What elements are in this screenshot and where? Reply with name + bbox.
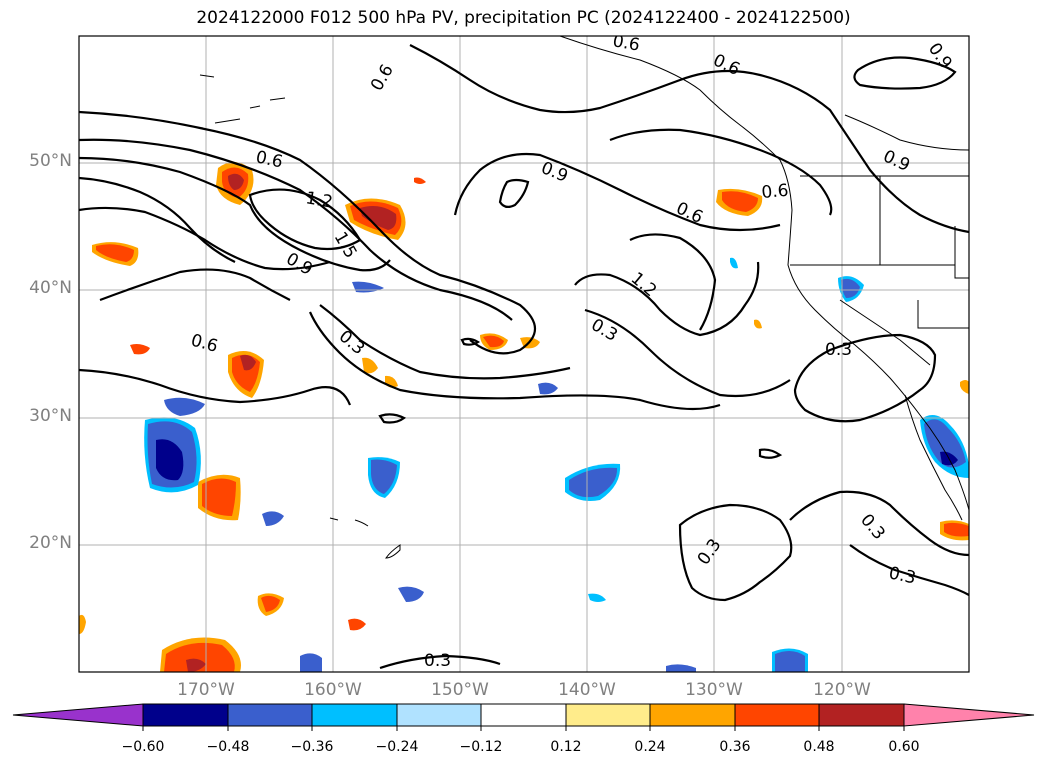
precip-blob bbox=[483, 335, 504, 348]
pv-contours bbox=[79, 44, 969, 670]
precip-blob bbox=[414, 177, 426, 184]
map-area: 0.6 1.2 1.5 0.9 0.3 0.9 0.6 1.2 0.3 0.6 … bbox=[79, 31, 969, 672]
lat-label: 40°N bbox=[29, 278, 72, 298]
lat-label: 20°N bbox=[29, 533, 72, 553]
colorbar-tick-label: 0.48 bbox=[803, 739, 835, 755]
colorbar-bin bbox=[818, 703, 905, 727]
contour-label: 0.3 bbox=[424, 651, 451, 671]
colorbar-tick-label: 0.36 bbox=[719, 739, 751, 755]
colorbar-bin bbox=[565, 703, 651, 727]
colorbar-extend-high bbox=[903, 703, 1035, 727]
precip-blob bbox=[398, 586, 424, 602]
colorbar-tick-label: −0.48 bbox=[206, 739, 250, 755]
precip-blob bbox=[130, 344, 150, 355]
precip-blob bbox=[588, 593, 606, 602]
lat-label: 30°N bbox=[29, 406, 72, 426]
precip-blob bbox=[569, 467, 618, 498]
contour-label: 0.6 bbox=[761, 181, 790, 203]
precip-blob bbox=[348, 618, 366, 631]
precip-blob bbox=[79, 614, 86, 634]
lon-label: 170°W bbox=[177, 680, 235, 700]
precip-blob bbox=[722, 191, 758, 212]
precip-negative-areas bbox=[144, 257, 969, 672]
precip-blob bbox=[754, 319, 762, 329]
contour-label: 0.3 bbox=[825, 340, 852, 360]
precip-blob bbox=[240, 354, 256, 371]
colorbar-extend-low bbox=[12, 703, 144, 727]
lon-label: 150°W bbox=[431, 680, 489, 700]
precip-blob bbox=[371, 459, 397, 494]
precip-blob bbox=[924, 419, 966, 468]
precip-blob bbox=[944, 522, 969, 537]
map-frame bbox=[78, 35, 970, 673]
lon-label: 160°W bbox=[304, 680, 362, 700]
precip-blob bbox=[261, 595, 280, 612]
lat-label: 50°N bbox=[29, 151, 72, 171]
lon-label: 140°W bbox=[558, 680, 616, 700]
precip-blob bbox=[666, 664, 696, 672]
precip-blob bbox=[360, 206, 397, 230]
gridlines bbox=[79, 36, 969, 672]
contour-label: 0.6 bbox=[611, 31, 641, 55]
lon-label: 130°W bbox=[685, 680, 743, 700]
coastlines bbox=[199, 36, 969, 559]
colorbar-bin bbox=[734, 703, 820, 727]
precip-blob bbox=[164, 397, 205, 416]
precip-blob bbox=[186, 658, 206, 672]
map-title: 2024122000 F012 500 hPa PV, precipitatio… bbox=[196, 8, 851, 28]
colorbar-tick-label: −0.60 bbox=[121, 739, 165, 755]
colorbar-tick-label: −0.24 bbox=[375, 739, 419, 755]
colorbar-bin bbox=[480, 703, 567, 727]
precip-blob bbox=[538, 382, 558, 395]
colorbar-bin bbox=[311, 703, 398, 727]
colorbar-bin bbox=[142, 703, 229, 727]
colorbar-bin bbox=[227, 703, 313, 727]
colorbar-bin bbox=[396, 703, 482, 727]
precip-blob bbox=[228, 173, 244, 190]
precip-blob bbox=[730, 257, 738, 269]
colorbar-tick-label: −0.12 bbox=[459, 739, 503, 755]
colorbar bbox=[12, 703, 1035, 731]
colorbar-bin bbox=[649, 703, 736, 727]
precip-blob bbox=[156, 439, 184, 481]
colorbar-tick-label: 0.60 bbox=[888, 739, 920, 755]
colorbar-tick-label: 0.24 bbox=[634, 739, 666, 755]
contour-label: 1.2 bbox=[304, 188, 334, 212]
precip-blob bbox=[362, 357, 378, 374]
lon-label: 120°W bbox=[813, 680, 871, 700]
precip-blob bbox=[96, 244, 134, 262]
precip-blob bbox=[300, 653, 322, 672]
precip-blob bbox=[202, 478, 236, 516]
precip-blob bbox=[262, 511, 284, 526]
colorbar-tick-label: 0.12 bbox=[550, 739, 582, 755]
precip-blob bbox=[841, 278, 860, 298]
precip-blob bbox=[164, 642, 235, 672]
colorbar-tick-label: −0.36 bbox=[290, 739, 334, 755]
precip-blob bbox=[960, 380, 969, 394]
precip-blob bbox=[775, 650, 805, 672]
